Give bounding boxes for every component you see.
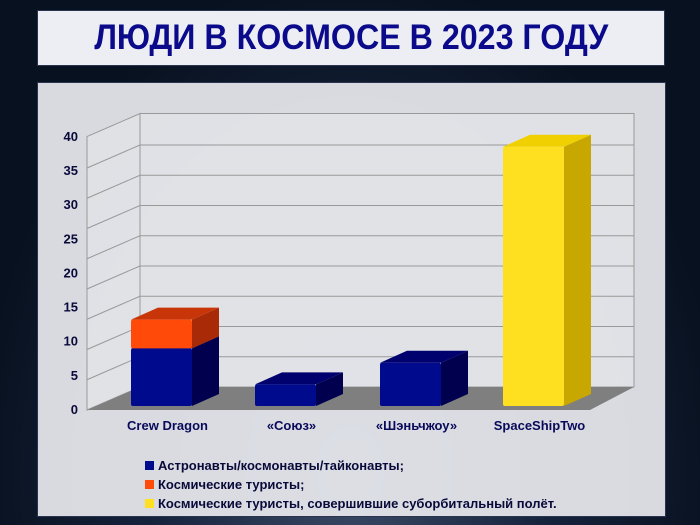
x-tick-label: «Шэньчжоу» — [376, 418, 457, 433]
legend-swatch — [145, 480, 154, 489]
y-tick-label: 15 — [64, 300, 78, 315]
gridline — [86, 295, 141, 320]
y-tick-label: 20 — [64, 265, 78, 280]
bar — [255, 384, 316, 406]
legend-item: Космические туристы; — [145, 475, 557, 494]
bar — [503, 146, 564, 407]
bar-side — [564, 134, 591, 407]
title-box: ЛЮДИ В КОСМОСЕ В 2023 ГОДУ — [37, 10, 665, 66]
floor — [87, 387, 634, 410]
y-tick-label: 35 — [64, 163, 78, 178]
bar-side — [192, 307, 219, 349]
legend-item: Астронавты/космонавты/тайконавты; — [145, 456, 557, 475]
y-tick-label: 0 — [71, 402, 78, 417]
legend: Астронавты/космонавты/тайконавты; Космич… — [145, 456, 557, 513]
legend-label: Космические туристы, совершившие суборби… — [158, 496, 557, 511]
bar — [131, 319, 192, 349]
bar-side — [316, 372, 343, 406]
bar-top — [380, 350, 468, 363]
gridline — [86, 174, 141, 199]
bar-top — [255, 372, 343, 385]
bar-top — [131, 307, 219, 320]
bar-side — [441, 350, 468, 406]
gridline — [86, 235, 141, 260]
y-tick-label: 40 — [64, 129, 78, 144]
bar-top — [503, 134, 591, 147]
legend-item: Космические туристы, совершившие суборби… — [145, 494, 557, 513]
y-tick-label: 30 — [64, 197, 78, 212]
bar — [380, 362, 441, 406]
x-tick-label: «Союз» — [267, 418, 316, 433]
y-tick-label: 5 — [71, 368, 78, 383]
x-tick-label: Crew Dragon — [127, 418, 208, 433]
y-tick-label: 10 — [64, 334, 78, 349]
left-wall — [86, 112, 141, 411]
page-title: ЛЮДИ В КОСМОСЕ В 2023 ГОДУ — [94, 18, 608, 57]
gridline — [86, 205, 141, 229]
legend-swatch — [145, 499, 154, 508]
x-tick-label: SpaceShipTwo — [494, 418, 586, 433]
bar-side — [192, 336, 219, 406]
bar — [131, 348, 192, 406]
legend-label: Космические туристы; — [158, 477, 305, 492]
gridline — [86, 144, 141, 169]
legend-swatch — [145, 461, 154, 470]
legend-label: Астронавты/космонавты/тайконавты; — [158, 458, 404, 473]
y-tick-label: 25 — [64, 231, 78, 246]
gridline — [86, 265, 141, 290]
